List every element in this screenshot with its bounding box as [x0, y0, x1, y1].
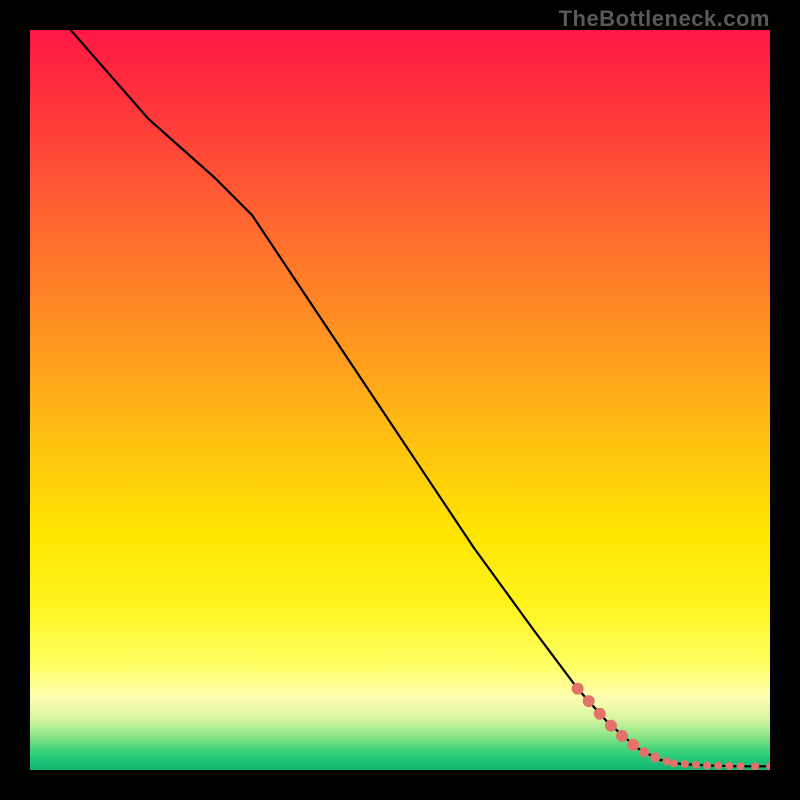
marker-point: [670, 759, 678, 767]
marker-point: [692, 761, 700, 769]
marker-point: [605, 720, 617, 732]
marker-point: [616, 730, 628, 742]
marker-point: [594, 708, 606, 720]
marker-point: [662, 757, 670, 765]
marker-point: [751, 762, 759, 770]
marker-point: [703, 762, 711, 770]
marker-point: [650, 752, 660, 762]
watermark-text: TheBottleneck.com: [559, 6, 770, 32]
marker-point: [627, 739, 639, 751]
marker-point: [714, 762, 722, 770]
marker-point: [681, 760, 689, 768]
marker-point: [583, 695, 595, 707]
marker-point: [736, 762, 744, 770]
chart-background: [30, 30, 770, 770]
chart-area: [30, 30, 770, 770]
chart-svg: [30, 30, 770, 770]
marker-point: [572, 683, 584, 695]
marker-point: [725, 762, 733, 770]
marker-point: [639, 747, 649, 757]
